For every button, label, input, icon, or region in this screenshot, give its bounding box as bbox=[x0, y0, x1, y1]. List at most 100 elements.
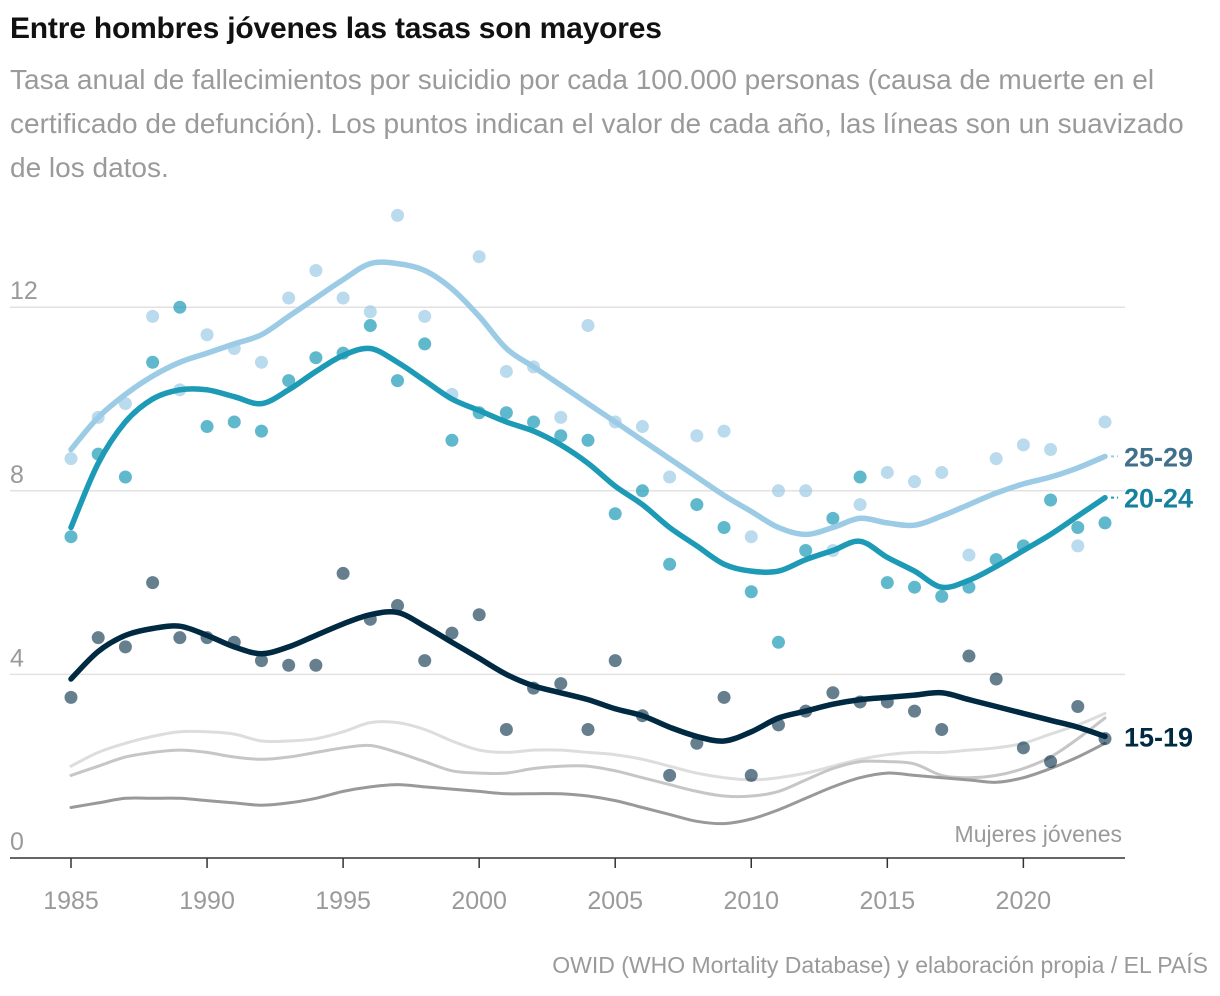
point-25-29-2009 bbox=[717, 424, 731, 438]
point-20-24-1991 bbox=[227, 415, 241, 429]
point-20-24-2004 bbox=[581, 433, 595, 447]
point-25-29-2014 bbox=[853, 498, 867, 512]
point-20-24-2008 bbox=[690, 498, 704, 512]
point-20-24-1990 bbox=[200, 420, 214, 434]
point-25-29-2006 bbox=[635, 420, 649, 434]
point-15-19-1998 bbox=[418, 654, 432, 668]
y-tick-label-8: 8 bbox=[10, 461, 24, 489]
point-25-29-2000 bbox=[472, 250, 486, 264]
point-15-19-2001 bbox=[499, 722, 513, 736]
series-labels-layer: Mujeres jóvenes 25-29 20-24 15-19 bbox=[955, 442, 1194, 847]
series-label-15-19: 15-19 bbox=[1124, 722, 1193, 752]
point-15-19-2003 bbox=[554, 677, 568, 691]
series-label-25-29: 25-29 bbox=[1124, 442, 1193, 472]
point-15-19-1994 bbox=[309, 658, 323, 672]
point-15-19-1993 bbox=[282, 658, 296, 672]
point-15-19-2019 bbox=[989, 672, 1003, 686]
points-layer bbox=[64, 208, 1112, 782]
point-25-29-1996 bbox=[363, 305, 377, 319]
point-20-24-2023 bbox=[1098, 516, 1112, 530]
point-15-19-2017 bbox=[935, 722, 949, 736]
point-25-29-1993 bbox=[282, 291, 296, 305]
x-tick-label-1995: 1995 bbox=[315, 887, 371, 915]
point-15-19-1989 bbox=[173, 631, 187, 645]
point-25-29-1997 bbox=[391, 208, 405, 222]
point-20-24-2002 bbox=[527, 415, 541, 429]
point-20-24-2013 bbox=[826, 511, 840, 525]
point-25-29-1992 bbox=[254, 355, 268, 369]
point-15-19-1997 bbox=[391, 599, 405, 613]
point-25-29-2015 bbox=[880, 465, 894, 479]
point-15-19-1987 bbox=[118, 640, 132, 654]
women-line-mujeres-25-29 bbox=[69, 711, 1107, 782]
x-tick-label-1985: 1985 bbox=[43, 887, 99, 915]
point-25-29-2021 bbox=[1044, 442, 1058, 456]
point-20-24-2006 bbox=[635, 484, 649, 498]
smooth-lines-layer bbox=[68, 259, 1108, 744]
x-tick-label-1990: 1990 bbox=[179, 887, 235, 915]
point-15-19-2016 bbox=[908, 704, 922, 718]
point-15-19-1986 bbox=[91, 631, 105, 645]
point-25-29-2018 bbox=[962, 548, 976, 562]
point-25-29-1988 bbox=[146, 309, 160, 323]
point-25-29-2012 bbox=[799, 484, 813, 498]
point-20-24-1994 bbox=[309, 351, 323, 365]
point-20-24-2015 bbox=[880, 576, 894, 590]
point-15-19-2022 bbox=[1071, 700, 1085, 714]
point-20-24-2007 bbox=[663, 557, 677, 571]
point-25-29-2019 bbox=[989, 452, 1003, 466]
chart-title: Entre hombres jóvenes las tasas son mayo… bbox=[10, 12, 662, 45]
point-20-24-1987 bbox=[118, 470, 132, 484]
women-line-mujeres-20-24 bbox=[69, 716, 1107, 799]
grid-layer bbox=[10, 306, 1125, 676]
women-lines-layer bbox=[69, 711, 1107, 826]
point-20-24-2021 bbox=[1044, 493, 1058, 507]
point-25-29-2020 bbox=[1016, 438, 1030, 452]
point-20-24-1992 bbox=[254, 424, 268, 438]
point-20-24-2014 bbox=[853, 470, 867, 484]
y-tick-label-4: 4 bbox=[10, 644, 24, 672]
source-note: OWID (WHO Mortality Database) y elaborac… bbox=[552, 952, 1208, 978]
point-20-24-1985 bbox=[64, 530, 78, 544]
point-15-19-2010 bbox=[744, 768, 758, 782]
point-20-24-1996 bbox=[363, 319, 377, 333]
point-20-24-2022 bbox=[1071, 521, 1085, 535]
point-25-29-2003 bbox=[554, 410, 568, 424]
point-25-29-1998 bbox=[418, 309, 432, 323]
point-15-19-2013 bbox=[826, 686, 840, 700]
point-25-29-1990 bbox=[200, 328, 214, 342]
point-25-29-1995 bbox=[336, 291, 350, 305]
y-tick-label-0: 0 bbox=[10, 828, 24, 856]
point-20-24-1998 bbox=[418, 337, 432, 351]
point-25-29-2016 bbox=[908, 475, 922, 489]
point-25-29-1985 bbox=[64, 452, 78, 466]
point-15-19-2000 bbox=[472, 608, 486, 622]
point-15-19-2005 bbox=[608, 654, 622, 668]
point-20-24-1993 bbox=[282, 374, 296, 388]
point-20-24-2011 bbox=[771, 635, 785, 649]
point-20-24-1988 bbox=[146, 355, 160, 369]
x-tick-label-2015: 2015 bbox=[860, 887, 916, 915]
point-20-24-1999 bbox=[445, 433, 459, 447]
point-20-24-2017 bbox=[935, 589, 949, 603]
point-20-24-2001 bbox=[499, 406, 513, 420]
x-tick-label-2010: 2010 bbox=[723, 887, 779, 915]
point-20-24-2016 bbox=[908, 580, 922, 594]
point-25-29-1994 bbox=[309, 263, 323, 277]
line-15-19 bbox=[68, 608, 1108, 744]
point-15-19-1995 bbox=[336, 566, 350, 580]
point-20-24-2010 bbox=[744, 585, 758, 599]
point-15-19-1999 bbox=[445, 626, 459, 640]
line-25-29 bbox=[68, 259, 1108, 538]
point-25-29-2011 bbox=[771, 484, 785, 498]
point-15-19-2009 bbox=[717, 690, 731, 704]
y-tick-label-12: 12 bbox=[10, 277, 38, 305]
chart-subtitle: Tasa anual de fallecimientos por suicidi… bbox=[10, 64, 1184, 183]
point-15-19-1988 bbox=[146, 576, 160, 590]
point-20-24-2009 bbox=[717, 521, 731, 535]
point-20-24-2003 bbox=[554, 429, 568, 443]
point-20-24-1997 bbox=[391, 374, 405, 388]
x-tick-label-2020: 2020 bbox=[996, 887, 1052, 915]
point-15-19-2004 bbox=[581, 722, 595, 736]
